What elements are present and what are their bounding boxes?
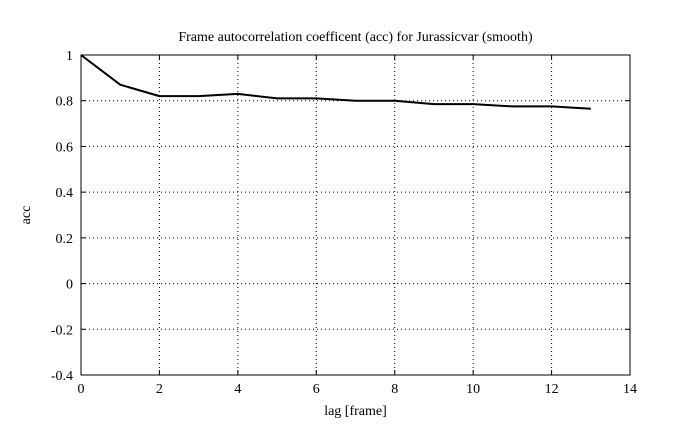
y-tick-label: 0.4	[56, 186, 74, 201]
x-tick-label: 10	[466, 382, 480, 397]
y-tick-label: -0.4	[51, 369, 73, 384]
ticks	[80, 54, 631, 376]
y-tick-label: -0.2	[51, 323, 73, 338]
y-tick-label: 0.2	[56, 232, 74, 247]
x-axis-label: lag [frame]	[324, 404, 387, 419]
series-line	[80, 54, 591, 110]
x-tick-label: 6	[313, 382, 320, 397]
x-tick-label: 14	[623, 382, 637, 397]
grid	[81, 55, 630, 375]
chart-title: Frame autocorrelation coefficent (acc) f…	[178, 30, 533, 45]
x-tick-label: 12	[545, 382, 559, 397]
plot-frame	[80, 54, 631, 376]
x-tick-label: 4	[234, 382, 241, 397]
series-layer	[80, 54, 591, 110]
x-tick-label: 2	[156, 382, 163, 397]
x-tick-label: 0	[78, 382, 85, 397]
tick-labels: 0 2 4 6 8 10 12 14 -0.4 -0.2 0 0.2 0.4 0.6 0.8 1	[51, 49, 637, 397]
y-tick-label: 1	[66, 49, 73, 64]
y-tick-label: 0.6	[56, 140, 74, 155]
y-tick-label: 0.8	[56, 95, 74, 110]
y-axis-label: acc	[19, 206, 34, 225]
x-tick-label: 8	[391, 382, 398, 397]
y-tick-label: 0	[66, 278, 73, 293]
